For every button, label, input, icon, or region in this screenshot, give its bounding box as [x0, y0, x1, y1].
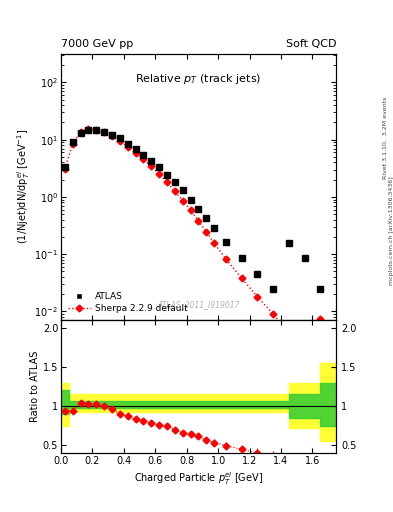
Text: Rivet 3.1.10,  3.2M events: Rivet 3.1.10, 3.2M events [383, 97, 388, 179]
Text: ATLAS_2011_I919017: ATLAS_2011_I919017 [157, 301, 240, 309]
X-axis label: Charged Particle $p_T^{el}$ [GeV]: Charged Particle $p_T^{el}$ [GeV] [134, 470, 263, 487]
Legend: ATLAS, Sherpa 2.2.9 default: ATLAS, Sherpa 2.2.9 default [65, 289, 191, 315]
Y-axis label: Ratio to ATLAS: Ratio to ATLAS [30, 351, 40, 422]
Text: 7000 GeV pp: 7000 GeV pp [61, 38, 133, 49]
Text: Soft QCD: Soft QCD [286, 38, 336, 49]
Text: mcplots.cern.ch [arXiv:1306.3436]: mcplots.cern.ch [arXiv:1306.3436] [389, 176, 393, 285]
Y-axis label: (1/Njet)dN/dp$_T^{el}$ [GeV$^{-1}$]: (1/Njet)dN/dp$_T^{el}$ [GeV$^{-1}$] [15, 129, 31, 245]
Text: Relative $p_T$ (track jets): Relative $p_T$ (track jets) [135, 72, 262, 87]
